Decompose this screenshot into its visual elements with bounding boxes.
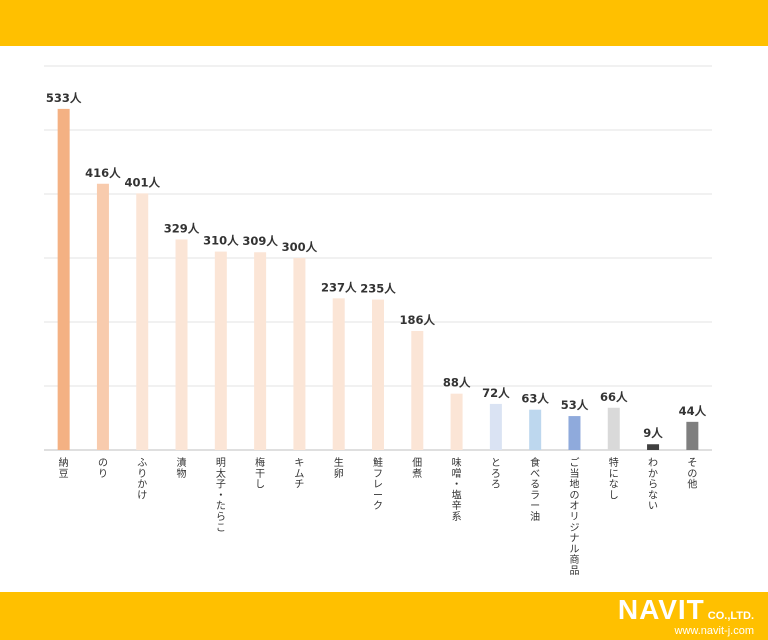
category-tick-label: 生卵 bbox=[334, 456, 344, 480]
category-tick-label: 梅干し bbox=[255, 456, 265, 491]
bar bbox=[647, 444, 660, 450]
data-label: 329人 bbox=[164, 221, 200, 235]
category-tick-label: 食べるラー油 bbox=[530, 456, 540, 523]
category-tick-label: 鮭フレーク bbox=[373, 456, 383, 512]
data-label: 309人 bbox=[242, 234, 278, 248]
bar bbox=[175, 239, 188, 450]
bar bbox=[607, 407, 620, 450]
company-logo: NAVIT CO.,LTD. www.navit-j.com bbox=[617, 594, 754, 638]
bar bbox=[568, 416, 581, 450]
bar bbox=[293, 258, 306, 450]
bottom-footer-band bbox=[0, 592, 768, 640]
data-label: 235人 bbox=[360, 282, 396, 296]
data-label: 310人 bbox=[203, 234, 239, 248]
bar bbox=[57, 108, 70, 450]
category-tick-label: とろろ bbox=[491, 457, 501, 491]
data-label: 533人 bbox=[46, 91, 82, 105]
bar bbox=[489, 403, 502, 450]
data-label: 72人 bbox=[482, 386, 510, 400]
bar bbox=[254, 252, 267, 450]
category-tick-label: 明太子・たらこ bbox=[216, 457, 226, 534]
data-label: 44人 bbox=[679, 404, 707, 418]
bar bbox=[214, 251, 227, 450]
bar bbox=[96, 183, 109, 450]
data-label: 186人 bbox=[400, 313, 436, 327]
chart-area: 533人納豆 416人のり 401人ふりかけ 329人漬物 310人明太子・たらこ 309… bbox=[0, 46, 768, 592]
data-label: 300人 bbox=[282, 240, 318, 254]
bar bbox=[411, 330, 424, 450]
bar bbox=[332, 298, 345, 450]
data-label: 401人 bbox=[124, 175, 160, 189]
bar bbox=[136, 193, 149, 451]
category-tick-label: 漬物 bbox=[177, 456, 187, 480]
category-tick-label: のり bbox=[98, 458, 108, 480]
category-tick-label: その他 bbox=[687, 457, 697, 491]
data-label: 416人 bbox=[85, 166, 121, 180]
data-label: 53人 bbox=[561, 398, 589, 412]
data-label: 63人 bbox=[521, 392, 549, 406]
logo-suffix: CO.,LTD. bbox=[707, 610, 754, 622]
bar bbox=[529, 409, 542, 450]
bar bbox=[372, 299, 384, 450]
category-tick-label: 特になし bbox=[609, 457, 619, 501]
data-label: 9人 bbox=[643, 426, 663, 440]
category-tick-label: 味噌・塩辛系 bbox=[452, 457, 462, 523]
data-label: 66人 bbox=[600, 390, 628, 404]
category-tick-label: ご当地のオリジナル商品 bbox=[569, 456, 579, 577]
category-tick-label: 納豆 bbox=[59, 456, 69, 480]
logo-url: www.navit-j.com bbox=[674, 625, 754, 637]
bar bbox=[686, 421, 699, 450]
data-label: 88人 bbox=[443, 376, 471, 390]
data-label: 237人 bbox=[321, 280, 357, 294]
bar bbox=[450, 393, 463, 450]
top-header-band bbox=[0, 0, 768, 46]
category-tick-label: 佃煮 bbox=[412, 456, 422, 480]
logo-name: NAVIT bbox=[617, 594, 705, 625]
category-tick-label: キムチ bbox=[294, 458, 304, 491]
category-tick-label: わからない bbox=[648, 457, 658, 512]
category-tick-label: ふりかけ bbox=[137, 457, 147, 501]
